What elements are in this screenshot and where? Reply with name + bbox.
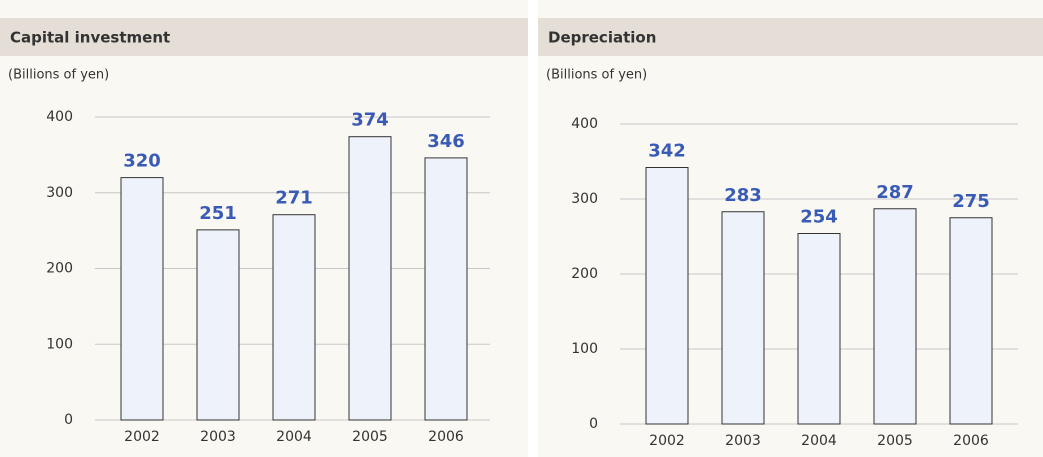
- data-label: 320: [123, 151, 161, 172]
- bar: [797, 233, 841, 425]
- y-tick-label: 0: [64, 412, 73, 428]
- data-label: 346: [427, 131, 465, 152]
- subtitle: (Billions of yen): [8, 68, 109, 83]
- bar: [949, 217, 993, 425]
- data-label: 275: [952, 191, 990, 212]
- x-tick-label: 2004: [801, 433, 837, 449]
- y-tick-label: 200: [46, 261, 73, 277]
- y-tick-label: 100: [46, 336, 73, 352]
- x-tick-label: 2006: [953, 433, 989, 449]
- y-tick-label: 400: [46, 109, 73, 125]
- x-tick-label: 2003: [200, 429, 236, 445]
- y-tick-label: 100: [571, 341, 598, 357]
- subtitle: (Billions of yen): [546, 68, 647, 83]
- y-tick-label: 200: [571, 266, 598, 282]
- x-tick-label: 2002: [649, 433, 685, 449]
- x-tick-label: 2005: [352, 429, 388, 445]
- data-label: 374: [351, 110, 389, 131]
- y-tick-label: 300: [571, 191, 598, 207]
- bar: [196, 229, 240, 421]
- chart-title: Depreciation: [548, 29, 656, 47]
- x-tick-label: 2003: [725, 433, 761, 449]
- x-tick-label: 2006: [428, 429, 464, 445]
- data-label: 251: [199, 203, 237, 224]
- x-tick-label: 2002: [124, 429, 160, 445]
- bar: [348, 136, 392, 421]
- bar: [721, 211, 765, 425]
- data-label: 287: [876, 182, 914, 203]
- bar: [873, 208, 917, 425]
- bar: [424, 157, 468, 421]
- x-tick-label: 2004: [276, 429, 312, 445]
- x-tick-label: 2005: [877, 433, 913, 449]
- y-tick-label: 0: [589, 416, 598, 432]
- bar: [645, 167, 689, 425]
- panel-header: [0, 18, 528, 56]
- data-label: 342: [648, 141, 686, 162]
- panel-header: [538, 18, 1043, 56]
- y-tick-label: 300: [46, 185, 73, 201]
- chart-title: Capital investment: [10, 29, 170, 47]
- data-label: 271: [275, 188, 313, 209]
- data-label: 283: [724, 185, 762, 206]
- data-label: 254: [800, 207, 838, 228]
- bar: [120, 177, 164, 421]
- bar: [272, 214, 316, 421]
- y-tick-label: 400: [571, 116, 598, 132]
